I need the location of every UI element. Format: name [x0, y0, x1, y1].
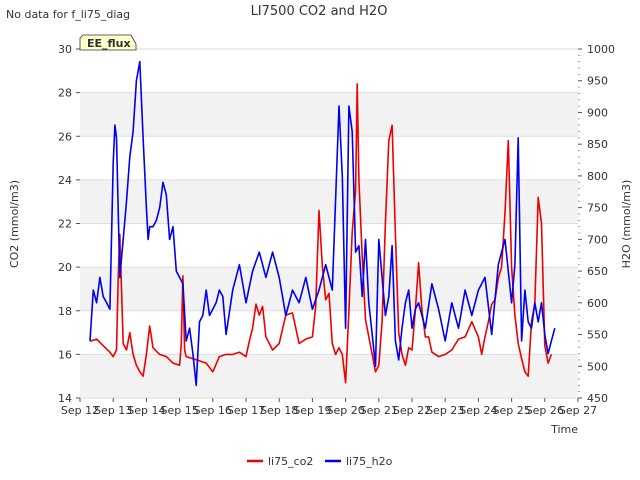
y-left-tick-label: 28	[58, 87, 72, 100]
grid-band	[80, 223, 578, 268]
series-layer	[89, 60, 556, 387]
badge-shape	[79, 34, 137, 51]
y-right-tick-label: 950	[587, 75, 608, 88]
y-right-tick-label: 650	[587, 265, 608, 278]
y-left-tick-label: 22	[58, 218, 72, 231]
corner-note: No data for f_li75_diag	[6, 8, 130, 21]
y-right-tick-label: 800	[587, 170, 608, 183]
series-line-li75_co2	[89, 83, 553, 384]
badge-label: EE_flux	[87, 37, 131, 50]
y-left-tick-label: 30	[58, 43, 72, 56]
y-right-tick-label: 600	[587, 297, 608, 310]
y-axis-right-label: H2O (mmol/m3)	[620, 180, 633, 269]
y-left-tick-label: 26	[58, 130, 72, 143]
y-axis-left-label: CO2 (mmol/m3)	[8, 180, 21, 268]
grid-band	[80, 92, 578, 137]
y-axis-right: 450 500 550 600 650 700 750 800 850 900 950 1000	[578, 43, 615, 405]
y-right-tick-label: 450	[587, 392, 608, 405]
grid-band	[80, 136, 578, 180]
x-tick-label: Sep 18	[260, 404, 298, 417]
y-right-tick-label: 1000	[587, 43, 615, 56]
x-tick-label: Sep 24	[459, 404, 497, 417]
x-tick-label: Sep 27	[559, 404, 597, 417]
y-left-tick-label: 20	[58, 261, 72, 274]
x-tick-label: Sep 20	[326, 404, 364, 417]
x-tick-label: Sep 26	[526, 404, 564, 417]
y-right-tick-label: 500	[587, 360, 608, 373]
grid-bands	[80, 49, 578, 398]
y-right-tick-label: 900	[587, 106, 608, 119]
chart-title: LI7500 CO2 and H2O	[251, 4, 388, 19]
x-tick-label: Sep 15	[160, 404, 198, 417]
x-tick-label: Sep 25	[492, 404, 530, 417]
grid-band	[80, 49, 578, 93]
y-left-tick-label: 24	[58, 174, 72, 187]
x-tick-label: Sep 16	[194, 404, 232, 417]
x-tick-label: Sep 19	[293, 404, 331, 417]
y-axis-left: 14 16 18 20 22 24 26 28 30	[58, 43, 80, 405]
x-tick-label: Sep 23	[426, 404, 464, 417]
x-tick-label: Sep 12	[61, 404, 99, 417]
x-tick-label: Sep 21	[360, 404, 398, 417]
y-left-tick-label: 16	[58, 348, 72, 361]
grid-band	[80, 179, 578, 224]
legend-co2-label: li75_co2	[268, 455, 313, 468]
series-line-li75_h2o	[89, 60, 556, 387]
y-right-tick-label: 700	[587, 233, 608, 246]
grid-band	[80, 354, 578, 398]
x-axis-label: Time	[550, 423, 578, 436]
ee-flux-badge: EE_flux	[79, 34, 137, 51]
x-tick-label: Sep 17	[227, 404, 265, 417]
x-tick-label: Sep 14	[127, 404, 165, 417]
y-right-tick-label: 750	[587, 202, 608, 215]
grid-band	[80, 310, 578, 355]
x-tick-label: Sep 22	[393, 404, 431, 417]
x-tick-label: Sep 13	[94, 404, 132, 417]
y-right-tick-label: 850	[587, 138, 608, 151]
legend: li75_co2 li75_h2o	[247, 455, 393, 468]
y-left-tick-label: 18	[58, 305, 72, 318]
y-right-tick-label: 550	[587, 329, 608, 342]
y-left-tick-label: 14	[58, 392, 72, 405]
legend-h2o-label: li75_h2o	[346, 455, 393, 468]
grid-lines	[80, 48, 578, 399]
